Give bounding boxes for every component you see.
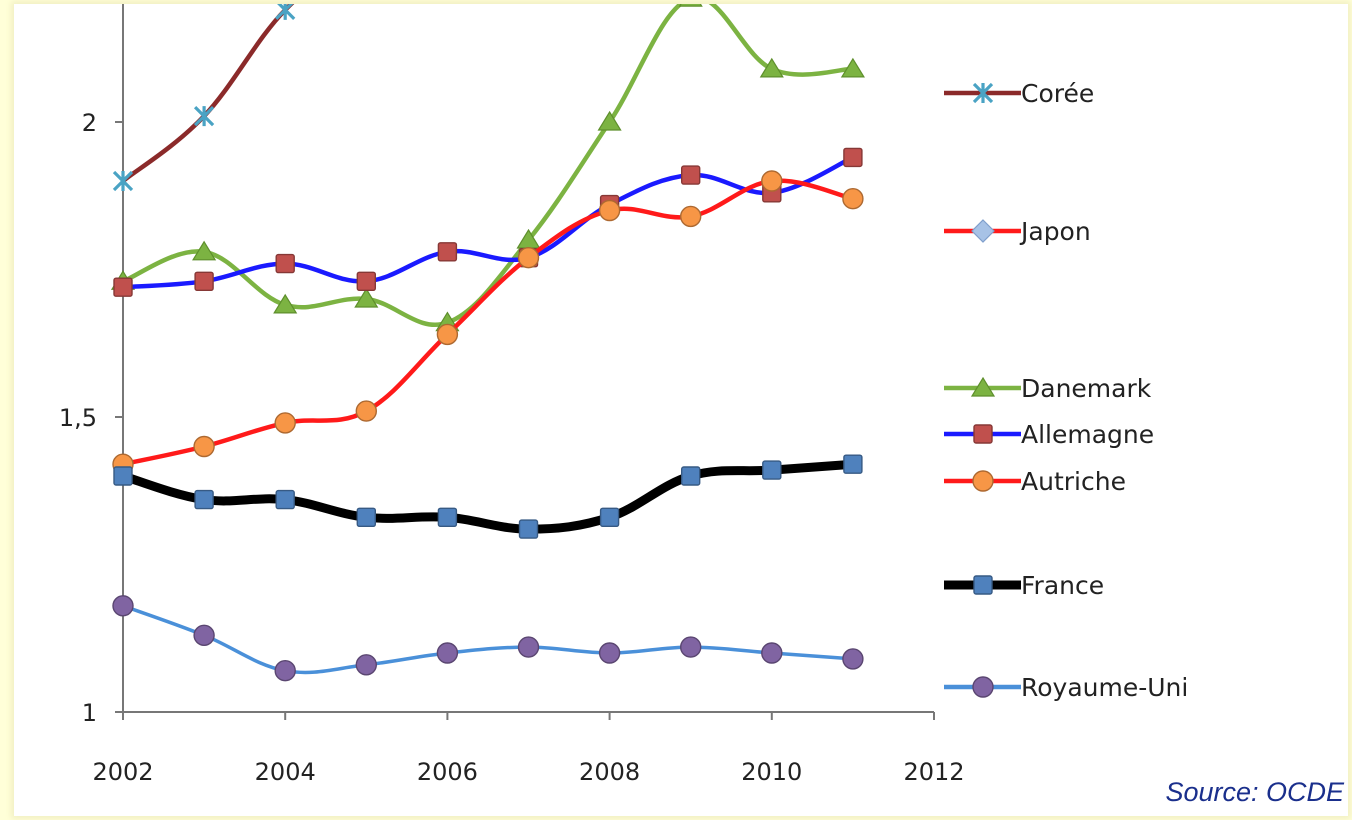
data-point [194, 489, 214, 510]
legend-marker [972, 470, 994, 492]
data-point [275, 489, 295, 510]
data-point [680, 205, 702, 228]
series-5 [113, 454, 863, 539]
data-point [761, 642, 783, 664]
data-point [598, 199, 621, 222]
legend-item: Allemagne [944, 420, 1154, 449]
data-point [193, 624, 215, 646]
series-line [121, 459, 854, 534]
series-3 [113, 147, 863, 297]
data-point [112, 595, 134, 617]
data-point [193, 105, 215, 127]
data-point [681, 466, 701, 486]
data-point [759, 57, 784, 78]
legend-label: France [1021, 571, 1104, 600]
series-line [122, 178, 854, 467]
data-point [678, 4, 703, 7]
data-point [194, 271, 214, 291]
data-point [681, 165, 701, 185]
legend-item: Corée [944, 79, 1094, 108]
data-point [762, 460, 782, 480]
data-point [761, 170, 783, 192]
legend-item: France [944, 571, 1104, 600]
data-point [273, 293, 298, 314]
data-point [437, 242, 458, 262]
data-point [680, 636, 702, 658]
data-point [275, 253, 295, 274]
legend-marker [972, 676, 994, 698]
legend-label: Allemagne [1021, 420, 1154, 449]
data-point [275, 4, 296, 21]
y-tick-label: 1 [82, 699, 97, 727]
data-point [356, 271, 376, 291]
data-point [842, 648, 864, 670]
y-tick-label: 2 [82, 109, 97, 137]
data-point [274, 412, 296, 434]
legend-label: Corée [1021, 79, 1094, 108]
series-0 [112, 4, 296, 192]
series-line [121, 4, 295, 183]
series-4 [112, 170, 864, 475]
data-point [113, 277, 133, 297]
x-tick-label: 2006 [417, 758, 478, 786]
legend-label: Autriche [1021, 467, 1126, 496]
series-line [122, 4, 854, 327]
x-tick-label: 2004 [255, 758, 316, 786]
x-tick-label: 2012 [903, 758, 964, 786]
x-tick-label: 2008 [579, 758, 640, 786]
data-point [354, 287, 379, 308]
legend-item: Royaume-Uni [944, 673, 1188, 702]
data-point [437, 507, 458, 527]
data-point [843, 454, 863, 474]
legend-label: Danemark [1021, 374, 1152, 403]
legend-marker [973, 424, 993, 444]
data-point [274, 660, 296, 682]
data-point [518, 519, 539, 539]
line-chart: 11,522,53200220042006200820102012CoréeJa… [59, 4, 1188, 786]
data-point [112, 170, 134, 192]
series-line [122, 155, 854, 290]
source-note: Source: OCDE [1165, 777, 1344, 807]
data-point [355, 400, 377, 422]
chart-frame: 11,522,53200220042006200820102012CoréeJa… [14, 4, 1348, 816]
x-tick-label: 2002 [92, 758, 153, 786]
legend-label: Royaume-Uni [1021, 673, 1188, 702]
legend-item: Autriche [944, 467, 1126, 496]
data-point [517, 246, 540, 269]
data-point [842, 187, 864, 210]
legend-marker [971, 219, 995, 243]
x-tick-label: 2010 [741, 758, 802, 786]
data-point [355, 654, 377, 676]
legend-marker [973, 575, 993, 595]
data-point [598, 642, 621, 664]
data-point [192, 240, 217, 261]
series-6 [112, 595, 864, 682]
data-point [599, 507, 620, 527]
legend-item: Danemark [944, 374, 1152, 403]
y-tick-label: 1,5 [59, 404, 97, 432]
series-2 [110, 4, 865, 332]
data-point [113, 466, 133, 486]
legend-marker [972, 82, 994, 104]
data-point [840, 57, 865, 78]
data-point [356, 507, 376, 527]
data-point [436, 642, 459, 664]
legend-label: Japon [1019, 217, 1091, 246]
data-point [436, 323, 459, 346]
legend-item: Japon [944, 217, 1091, 246]
data-point [597, 110, 622, 131]
series-line [122, 604, 854, 675]
legend-marker [970, 376, 996, 397]
data-point [517, 636, 540, 658]
data-point [193, 435, 215, 458]
data-point [843, 147, 863, 168]
